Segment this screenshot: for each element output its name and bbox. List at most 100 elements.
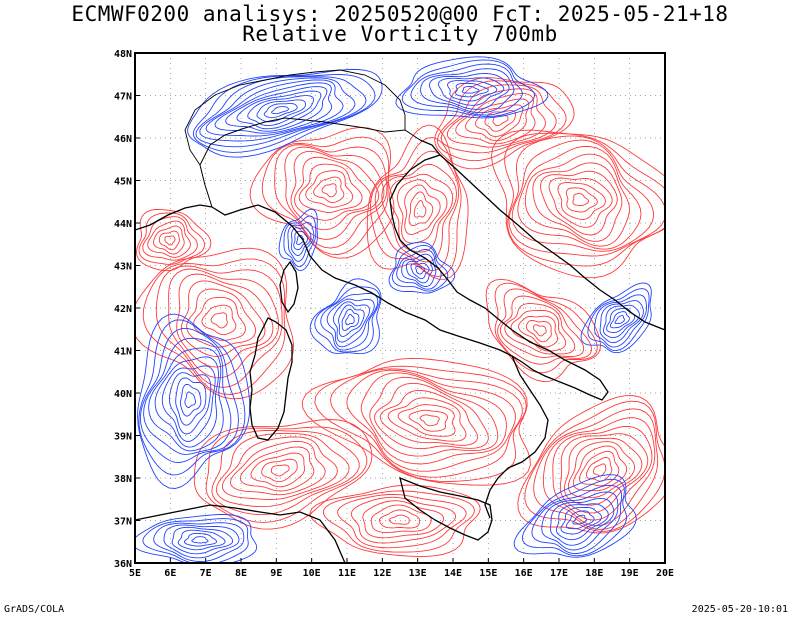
software-credit: GrADS/COLA — [4, 604, 65, 615]
positive-contour — [284, 146, 385, 240]
positive-contour — [388, 514, 410, 525]
coastline-italy — [211, 139, 609, 401]
coastline-sardinia — [249, 317, 293, 441]
positive-contour — [370, 137, 462, 278]
negative-contour — [429, 73, 510, 110]
x-tick-label: 11E — [338, 568, 356, 579]
positive-contour — [211, 429, 360, 516]
negative-contour — [171, 526, 234, 555]
map-title: ECMWF0200 analisys: 20250520@00 FcT: 202… — [71, 2, 729, 26]
positive-contour — [572, 445, 628, 492]
positive-contour — [592, 463, 607, 477]
negative-contour — [437, 77, 505, 106]
negative-contour — [290, 227, 312, 256]
negative-contour — [521, 478, 627, 557]
coastline-france — [135, 204, 213, 231]
coastline-balkans — [439, 154, 665, 331]
positive-contour — [369, 376, 499, 457]
positive-contour — [135, 247, 294, 400]
negative-contour — [401, 59, 536, 117]
positive-contour — [153, 225, 185, 255]
positive-contour — [446, 88, 546, 148]
negative-contour — [192, 74, 376, 153]
x-tick-label: 13E — [409, 568, 427, 579]
x-tick-label: 19E — [621, 568, 639, 579]
positive-contour — [504, 132, 665, 267]
negative-contour — [154, 356, 219, 448]
positive-contour — [201, 304, 237, 336]
negative-contour — [410, 63, 523, 116]
coastline-corsica — [279, 260, 299, 314]
positive-contour — [440, 84, 557, 154]
negative-contour — [614, 315, 625, 325]
timestamp: 2025-05-20-10:01 — [691, 604, 788, 615]
y-tick-label: 37N — [114, 517, 132, 528]
positive-contour — [563, 437, 643, 506]
negative-contour — [247, 95, 314, 127]
negative-contour — [420, 68, 515, 114]
negative-contour — [191, 536, 209, 544]
x-tick-label: 8E — [235, 568, 247, 579]
negative-contour — [184, 391, 196, 408]
x-tick-label: 20E — [656, 568, 674, 579]
positive-contour — [499, 295, 585, 358]
negative-contour — [391, 244, 449, 292]
negative-contour — [263, 103, 298, 119]
positive-contour — [322, 490, 475, 553]
negative-contour — [287, 222, 315, 262]
negative-contour — [606, 307, 636, 333]
positive-contour — [511, 139, 655, 252]
negative-contour — [175, 377, 207, 426]
negative-contour — [326, 298, 375, 348]
positive-contour — [210, 312, 228, 329]
negative-contour — [599, 300, 644, 344]
negative-contour — [236, 90, 322, 130]
negative-contour — [309, 278, 382, 355]
y-tick-label: 39N — [114, 432, 132, 443]
negative-contour — [296, 234, 305, 245]
negative-contour — [168, 372, 212, 435]
negative-contour — [338, 304, 365, 337]
positive-contour — [408, 191, 434, 227]
positive-contour — [142, 216, 198, 261]
positive-contour — [249, 126, 395, 259]
negative-contour — [513, 474, 637, 558]
positive-contour — [186, 288, 257, 348]
x-tick-label: 18E — [585, 568, 603, 579]
y-tick-label: 48N — [114, 49, 132, 60]
positive-contour — [585, 457, 613, 482]
positive-contour — [337, 494, 467, 549]
negative-contour — [195, 76, 367, 148]
coastline-sicily — [399, 476, 493, 541]
y-tick-label: 43N — [114, 262, 132, 273]
y-tick-label: 47N — [114, 92, 132, 103]
positive-contour — [455, 93, 536, 145]
positive-contour — [379, 509, 421, 529]
positive-contour — [274, 144, 388, 249]
positive-contour — [464, 98, 530, 142]
negative-contour — [293, 230, 308, 251]
negative-contour — [410, 262, 430, 280]
positive-contour — [540, 170, 618, 236]
x-tick-label: 9E — [270, 568, 282, 579]
y-tick-label: 36N — [114, 559, 132, 570]
positive-contour — [533, 324, 547, 337]
negative-contour — [388, 241, 456, 294]
positive-contour — [397, 179, 448, 244]
x-tick-label: 17E — [550, 568, 568, 579]
positive-contour — [180, 280, 266, 357]
y-tick-label: 38N — [114, 474, 132, 485]
positive-contour — [475, 104, 524, 137]
positive-contour — [559, 433, 649, 514]
negative-contour — [332, 301, 370, 343]
negative-contour — [603, 304, 640, 339]
x-axis-ticks: 5E 6E 7E 8E 9E 10E 11E 12E 13E 14E 15E 16E 17E 18E 19E… — [129, 558, 674, 579]
negative-contour — [135, 514, 258, 563]
positive-contour — [301, 357, 531, 486]
positive-contour — [419, 414, 440, 427]
negative-contour — [139, 327, 239, 463]
y-tick-label: 44N — [114, 219, 132, 230]
negative-contour — [345, 314, 355, 326]
negative-contour — [283, 215, 317, 268]
